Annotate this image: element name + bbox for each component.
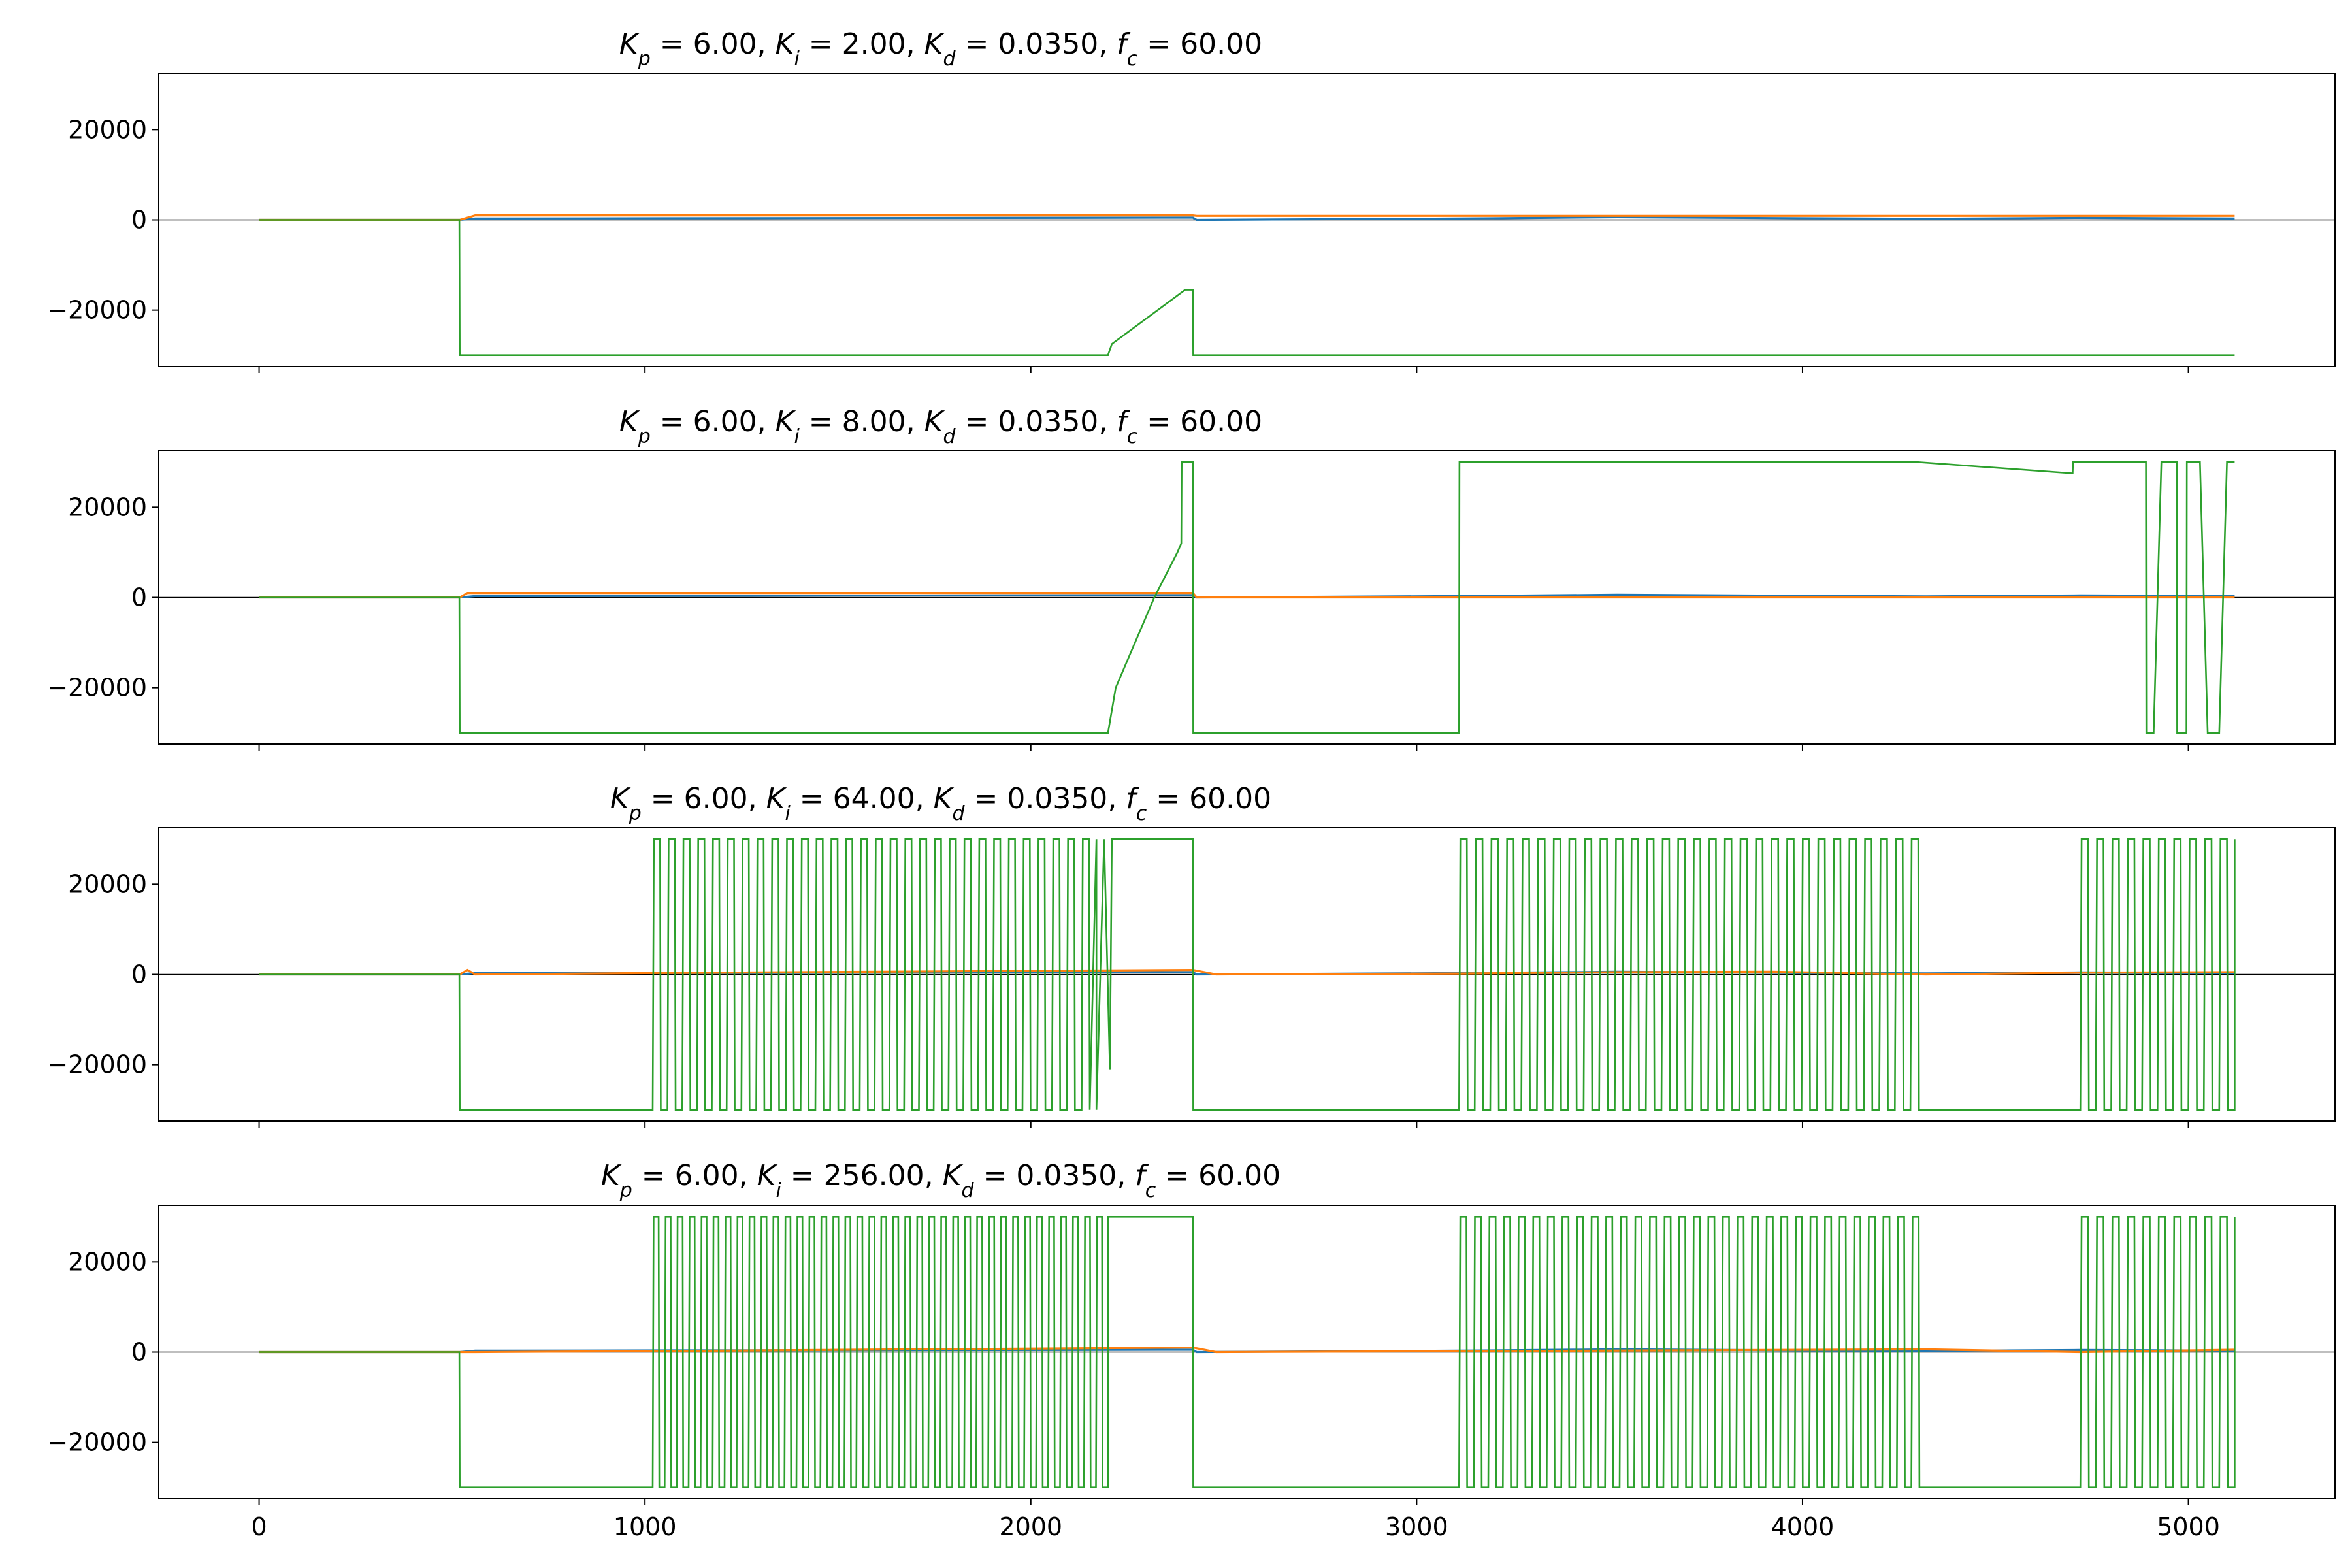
y-tick-label: −20000 <box>47 296 147 325</box>
subplot-4: Kp = 6.00, Ki = 256.00, Kd = 0.0350, fc … <box>47 1159 2336 1541</box>
subplot-1-title: Kp = 6.00, Ki = 2.00, Kd = 0.0350, fc = … <box>619 27 1262 71</box>
series-line-green <box>259 838 2236 1111</box>
series-line-green <box>259 219 2235 356</box>
y-tick-label: 20000 <box>68 115 147 144</box>
x-tick-label: 2000 <box>999 1512 1062 1541</box>
series-line-orange <box>259 1346 2235 1354</box>
y-tick-label: 0 <box>131 206 147 235</box>
subplot-3-title: Kp = 6.00, Ki = 64.00, Kd = 0.0350, fc =… <box>610 782 1271 825</box>
y-tick-label: 0 <box>131 960 147 989</box>
subplot-1-plot-area: −20000 0 20000 <box>47 73 2336 373</box>
subplot-3: Kp = 6.00, Ki = 64.00, Kd = 0.0350, fc =… <box>47 782 2336 1128</box>
y-tick-label: 20000 <box>68 493 147 521</box>
subplot-4-plot-area: −20000 0 20000 0 1000 2000 3000 4000 5000 <box>47 1205 2336 1541</box>
y-tick-label: −20000 <box>47 1051 147 1079</box>
y-tick-label: 20000 <box>68 1247 147 1276</box>
series-line-green <box>259 1216 2236 1488</box>
y-tick-label: −20000 <box>47 1428 147 1457</box>
subplot-2-title: Kp = 6.00, Ki = 8.00, Kd = 0.0350, fc = … <box>619 405 1262 448</box>
y-tick-label: −20000 <box>47 674 147 702</box>
subplot-2-plot-area: −20000 0 20000 <box>47 450 2336 751</box>
series-line-orange <box>259 968 2235 976</box>
y-tick-label: 0 <box>131 1338 147 1367</box>
x-tick-label: 3000 <box>1385 1512 1448 1541</box>
subplot-2: Kp = 6.00, Ki = 8.00, Kd = 0.0350, fc = … <box>47 405 2336 751</box>
x-tick-label: 0 <box>251 1512 267 1541</box>
y-tick-label: 20000 <box>68 870 147 898</box>
subplot-3-plot-area: −20000 0 20000 <box>47 827 2336 1128</box>
series-line-blue <box>259 216 2235 221</box>
subplot-4-title: Kp = 6.00, Ki = 256.00, Kd = 0.0350, fc … <box>601 1159 1281 1202</box>
x-tick-label: 4000 <box>1771 1512 1835 1541</box>
x-tick-label: 1000 <box>613 1512 677 1541</box>
subplot-1: Kp = 6.00, Ki = 2.00, Kd = 0.0350, fc = … <box>47 27 2336 373</box>
series-line-green <box>259 461 2235 734</box>
y-tick-label: 0 <box>131 583 147 612</box>
x-tick-label: 5000 <box>2157 1512 2220 1541</box>
